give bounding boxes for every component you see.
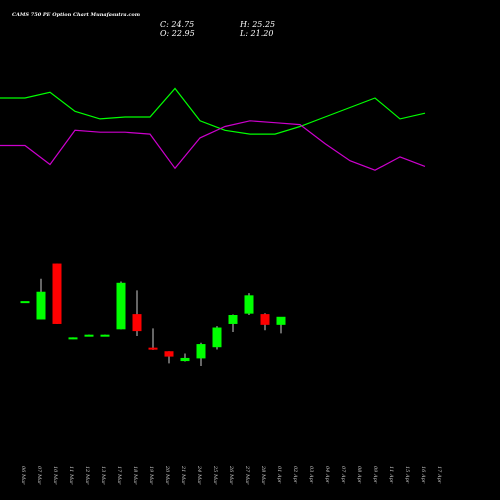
date-tick-label: 01 Apr	[276, 466, 282, 484]
date-tick-label: 26 Mar	[228, 465, 234, 485]
date-tick-label: 11 Apr	[388, 466, 394, 484]
candle-body	[276, 316, 286, 325]
candle-body	[100, 334, 110, 337]
candle-body	[52, 263, 62, 324]
candle-body	[164, 351, 174, 357]
date-tick-label: 17 Apr	[436, 466, 442, 484]
date-tick-label: 28 Mar	[260, 465, 266, 485]
candle-body	[180, 357, 190, 362]
date-tick-label: 21 Mar	[180, 465, 186, 485]
candle-body	[244, 295, 254, 314]
candle-body	[212, 327, 222, 348]
open-label: O: 22.95	[160, 29, 195, 38]
chart-title: CAMS 750 PE Option Chart Munafasutra.com	[12, 12, 140, 18]
candle-body	[196, 344, 206, 359]
candle-body	[68, 337, 78, 340]
date-axis: 06 Mar 07 Mar 10 Mar 11 Mar 12 Mar 13 Mar 17 M…	[20, 465, 442, 485]
date-tick-label: 08 Apr	[356, 466, 362, 484]
low-label: L: 21.20	[239, 29, 273, 38]
candle-body	[36, 291, 46, 320]
date-tick-label: 06 Mar	[20, 466, 26, 485]
date-tick-label: 16 Apr	[420, 466, 426, 484]
date-tick-label: 10 Mar	[52, 466, 58, 485]
date-tick-label: 24 Mar	[196, 465, 202, 485]
date-tick-label: 27 Mar	[244, 465, 250, 485]
date-tick-label: 13 Mar	[100, 466, 106, 485]
candle-body	[84, 334, 94, 337]
date-tick-label: 15 Apr	[404, 466, 410, 484]
candle-body	[132, 314, 142, 332]
date-tick-label: 07 Apr	[340, 466, 346, 484]
date-tick-label: 07 Mar	[36, 466, 42, 485]
date-tick-label: 17 Mar	[116, 466, 122, 485]
date-tick-label: 11 Mar	[68, 466, 74, 485]
date-tick-label: 03 Apr	[308, 466, 314, 484]
date-tick-label: 02 Apr	[292, 466, 298, 484]
date-tick-label: 19 Mar	[148, 466, 154, 485]
date-tick-label: 20 Mar	[164, 465, 170, 485]
magenta-line	[0, 120, 426, 171]
candles	[20, 263, 286, 366]
candle-body	[260, 314, 270, 325]
date-tick-label: 25 Mar	[212, 465, 218, 485]
candle-body	[148, 347, 158, 350]
date-tick-label: 12 Mar	[84, 466, 90, 485]
candle-body	[20, 301, 30, 304]
close-label: C: 24.75	[160, 20, 194, 29]
date-tick-label: 09 Apr	[372, 466, 378, 484]
green-line	[0, 87, 426, 135]
candle-body	[116, 282, 126, 330]
indicator-lines	[0, 87, 426, 171]
date-tick-label: 18 Mar	[132, 466, 138, 485]
date-tick-label: 04 Apr	[324, 466, 330, 484]
candle-body	[228, 315, 238, 324]
high-label: H: 25.25	[239, 20, 275, 29]
